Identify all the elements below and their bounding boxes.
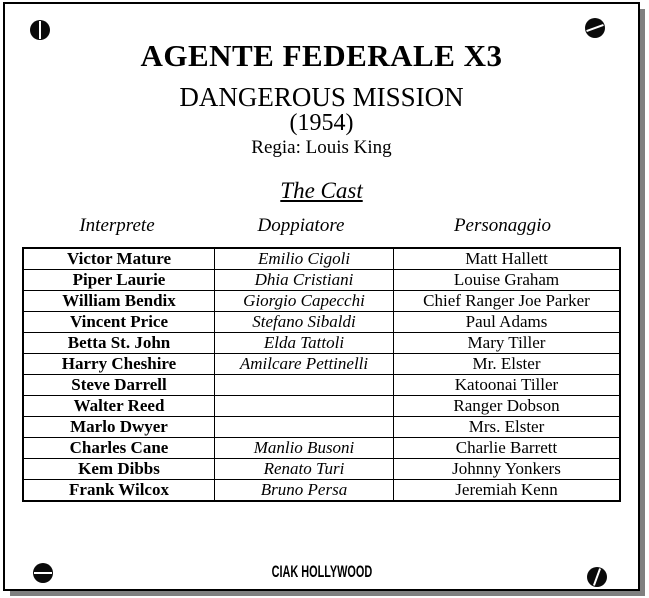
table-row: Steve Darrell Katoonai Tiller [22,374,621,396]
cell-doppiatore: Stefano Sibaldi [214,311,394,333]
cell-interprete: Harry Cheshire [22,353,215,375]
cell-interprete: Victor Mature [22,247,215,270]
table-row: Harry Cheshire Amilcare Pettinelli Mr. E… [22,353,621,375]
cell-interprete: Betta St. John [22,332,215,354]
cell-personaggio: Johnny Yonkers [393,458,621,480]
release-year: (1954) [289,110,354,136]
cell-personaggio: Mr. Elster [393,353,621,375]
table-row: Marlo Dwyer Mrs. Elster [22,416,621,438]
credits-card-panel: AGENTE FEDERALE X3 DANGEROUS MISSION (19… [3,2,640,591]
cell-personaggio: Ranger Dobson [393,395,621,417]
table-row: Kem Dibbs Renato Turi Johnny Yonkers [22,458,621,480]
cell-doppiatore [214,374,394,396]
cell-personaggio: Louise Graham [393,269,621,291]
screw-slot [586,23,604,33]
screw-top-right-icon [585,18,605,38]
cast-heading: The Cast [280,178,363,203]
cell-interprete: Steve Darrell [22,374,215,396]
table-row: Vincent Price Stefano Sibaldi Paul Adams [22,311,621,333]
screw-slot [39,21,41,39]
cell-interprete: Vincent Price [22,311,215,333]
cell-doppiatore: Amilcare Pettinelli [214,353,394,375]
ciak-hollywood-logo: CIAK HOLLYWOOD [5,564,638,582]
table-row: Piper Laurie Dhia Cristiani Louise Graha… [22,269,621,291]
table-row: Frank Wilcox Bruno Persa Jeremiah Kenn [22,479,621,502]
cell-interprete: Kem Dibbs [22,458,215,480]
cell-personaggio: Jeremiah Kenn [393,479,621,502]
cell-doppiatore: Emilio Cigoli [214,247,394,270]
cell-interprete: William Bendix [22,290,215,312]
cell-interprete: Charles Cane [22,437,215,459]
cell-personaggio: Paul Adams [393,311,621,333]
cell-doppiatore: Bruno Persa [214,479,394,502]
column-header-doppiatore: Doppiatore [257,215,345,236]
cast-table: Victor Mature Emilio Cigoli Matt Hallett… [22,247,621,502]
cell-interprete: Walter Reed [22,395,215,417]
cell-personaggio: Katoonai Tiller [393,374,621,396]
table-row: Charles Cane Manlio Busoni Charlie Barre… [22,437,621,459]
column-header-personaggio: Personaggio [453,215,552,236]
screw-bottom-left-icon [33,563,53,583]
cell-personaggio: Matt Hallett [393,247,621,270]
cast-table-column-headers: Interprete Doppiatore Personaggio [22,215,615,237]
column-header-interprete: Interprete [79,215,155,236]
ciak-hollywood-logo-text: CIAK HOLLYWOOD [271,563,372,582]
title-italian: AGENTE FEDERALE X3 [140,38,503,73]
cell-interprete: Frank Wilcox [22,479,215,502]
cell-doppiatore: Renato Turi [214,458,394,480]
cell-interprete: Marlo Dwyer [22,416,215,438]
director-line: Regia: Louis King [251,137,392,158]
cell-doppiatore: Dhia Cristiani [214,269,394,291]
cell-doppiatore: Manlio Busoni [214,437,394,459]
title-original: DANGEROUS MISSION [179,82,464,112]
screw-top-left-icon [30,20,50,40]
cell-personaggio: Chief Ranger Joe Parker [393,290,621,312]
cell-personaggio: Charlie Barrett [393,437,621,459]
cell-doppiatore [214,416,394,438]
cell-doppiatore: Giorgio Capecchi [214,290,394,312]
cell-interprete: Piper Laurie [22,269,215,291]
table-row: William Bendix Giorgio Capecchi Chief Ra… [22,290,621,312]
table-row: Victor Mature Emilio Cigoli Matt Hallett [22,247,621,270]
table-row: Betta St. John Elda Tattoli Mary Tiller [22,332,621,354]
cell-doppiatore [214,395,394,417]
table-row: Walter Reed Ranger Dobson [22,395,621,417]
cell-personaggio: Mrs. Elster [393,416,621,438]
screw-bottom-right-icon [587,567,607,587]
cell-personaggio: Mary Tiller [393,332,621,354]
cell-doppiatore: Elda Tattoli [214,332,394,354]
